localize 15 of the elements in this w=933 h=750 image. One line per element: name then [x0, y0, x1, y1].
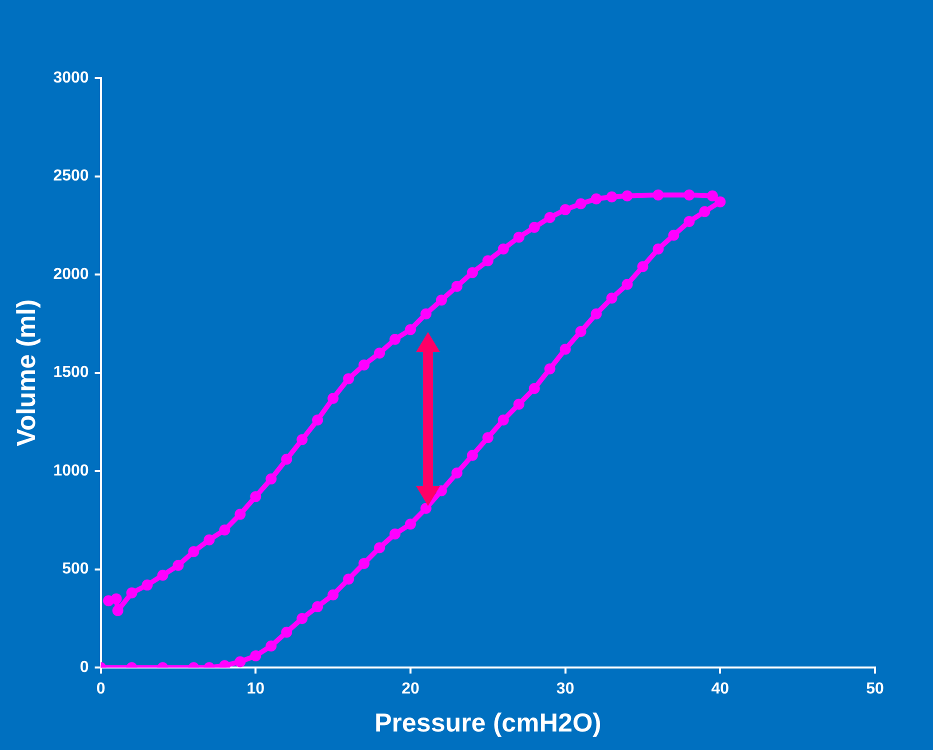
x-tick-label: 20 [402, 680, 420, 698]
x-tick-label: 0 [96, 680, 106, 698]
x-tick-label: 10 [246, 680, 265, 698]
y-tick-label: 3000 [53, 69, 89, 86]
x-tick-label: 40 [711, 680, 730, 698]
y-tick-label: 1500 [53, 364, 89, 382]
y-tick-label: 1000 [53, 462, 89, 480]
y-tick-label: 2500 [53, 168, 89, 185]
y-tick-label: 2000 [53, 266, 89, 283]
y-tick-label: 0 [80, 659, 89, 676]
x-axis-title: Pressure (cmH2O) [374, 708, 602, 738]
y-axis-title: Volume (ml) [10, 299, 41, 446]
x-tick-label: 50 [866, 680, 884, 698]
x-tick-label: 30 [556, 680, 574, 698]
y-tick-label: 500 [62, 560, 89, 578]
